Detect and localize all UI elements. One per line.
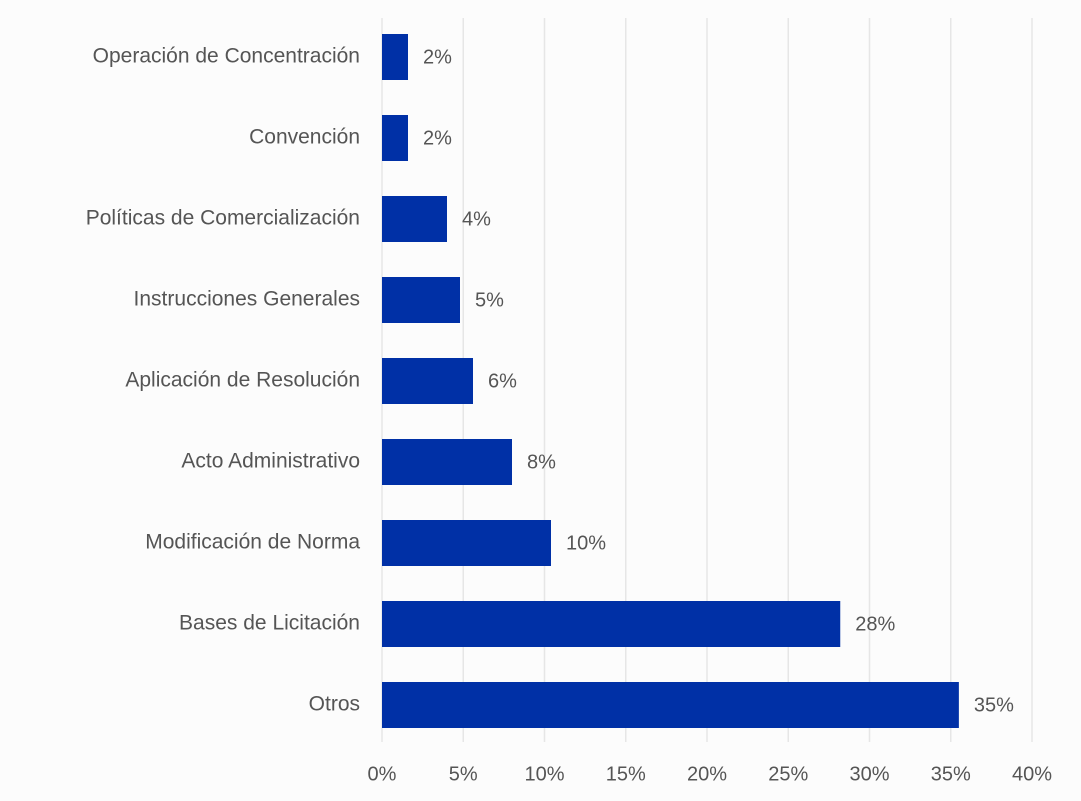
x-tick-label: 40% [1012, 763, 1052, 785]
bar [382, 277, 460, 323]
category-label: Acto Administrativo [181, 450, 360, 473]
bar [382, 115, 408, 161]
bar [382, 520, 551, 566]
x-tick-label: 15% [606, 763, 646, 785]
bars [382, 34, 959, 728]
value-labels: 2% 2% 4% 5% 6% 8% 10% 28% 35% [423, 46, 1014, 716]
category-label: Aplicación de Resolución [125, 369, 360, 392]
x-tick-label: 20% [687, 763, 727, 785]
gridlines [381, 18, 1033, 742]
x-tick-label: 0% [368, 763, 397, 785]
bar [382, 34, 408, 80]
data-label: 2% [423, 127, 452, 149]
x-tick-label: 10% [524, 763, 564, 785]
category-label: Operación de Concentración [93, 45, 360, 68]
bar [382, 196, 447, 242]
x-tick-label: 30% [849, 763, 889, 785]
category-labels: Operación de Concentración Convención Polí… [86, 45, 361, 716]
category-label: Instrucciones Generales [134, 288, 360, 311]
data-label: 8% [527, 451, 556, 473]
data-label: 5% [475, 289, 504, 311]
bar [382, 358, 473, 404]
category-label: Bases de Licitación [179, 612, 360, 635]
x-axis-ticks: 0% 5% 10% 15% 20% 25% 30% 35% 40% [368, 763, 1053, 785]
data-label: 4% [462, 208, 491, 230]
category-label: Modificación de Norma [145, 531, 360, 554]
x-tick-label: 25% [768, 763, 808, 785]
category-label: Políticas de Comercialización [86, 207, 360, 230]
bar [382, 601, 841, 647]
bar [382, 439, 512, 485]
x-tick-label: 5% [449, 763, 478, 785]
data-label: 28% [855, 613, 895, 635]
data-label: 2% [423, 46, 452, 68]
category-label: Convención [249, 126, 360, 149]
category-label: Otros [309, 693, 360, 716]
data-label: 6% [488, 370, 517, 392]
bar [382, 682, 959, 728]
x-tick-label: 35% [931, 763, 971, 785]
data-label: 35% [974, 694, 1014, 716]
data-label: 10% [566, 532, 606, 554]
